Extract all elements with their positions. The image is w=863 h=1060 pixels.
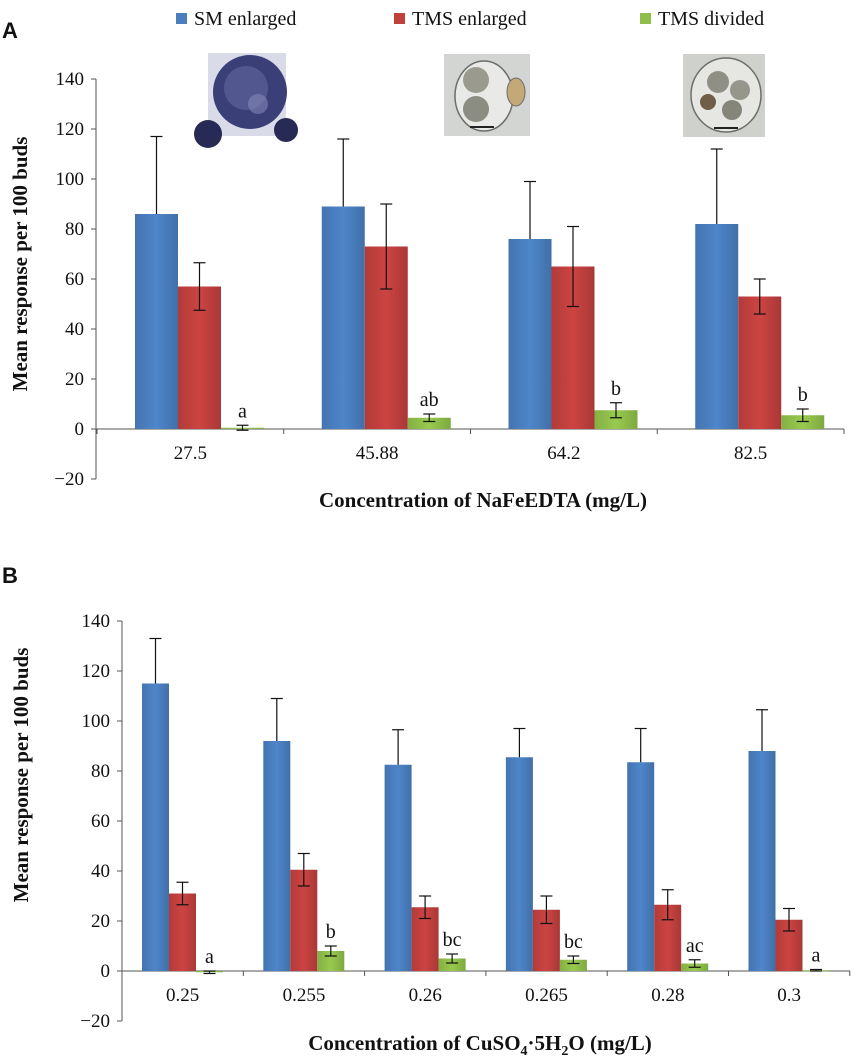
panel-b-significance-label: bc bbox=[443, 929, 462, 951]
legend-swatch-sm-enlarged bbox=[176, 13, 187, 24]
panel-b-y-tick-label: 140 bbox=[82, 611, 111, 632]
panel-b-x-axis-title: Concentration of CuSO4·5H2O (mg/L) bbox=[308, 1031, 652, 1059]
panel-b-letter: B bbox=[2, 563, 18, 588]
panel-a-y-tick-label: 40 bbox=[65, 319, 84, 340]
panel-a-y-tick-label: −20 bbox=[54, 469, 84, 490]
panel-a-bar bbox=[781, 415, 825, 429]
panel-b-x-tick-label: 0.26 bbox=[409, 985, 442, 1006]
legend-swatch-tms-enlarged bbox=[394, 13, 405, 24]
panel-a-y-tick-label: 20 bbox=[65, 369, 84, 390]
panel-a-letter: A bbox=[2, 18, 18, 43]
panel-a-y-tick-label: 100 bbox=[56, 169, 85, 190]
panel-b-bar bbox=[627, 762, 655, 971]
panel-a-bar bbox=[508, 239, 552, 429]
panel-a-y-axis-title: Mean response per 100 buds bbox=[8, 137, 32, 392]
panel-a-significance-label: b bbox=[611, 378, 621, 400]
panel-b-bar bbox=[290, 869, 318, 971]
panel-a-chart: −20 0 20 40 60 80 100 120 140 27.5 a 45.88 ab 64.2 b 82… bbox=[54, 69, 845, 490]
legend-label-sm-enlarged: SM enlarged bbox=[194, 8, 296, 30]
panel-a-y-tick-label: 140 bbox=[56, 69, 85, 90]
panel-a-y-tick-label: 60 bbox=[65, 269, 84, 290]
panel-b-bar bbox=[559, 959, 587, 971]
panel-a-bar bbox=[594, 410, 638, 429]
panel-b-significance-label: a bbox=[205, 946, 214, 968]
panel-b-x-tick-label: 0.255 bbox=[283, 985, 326, 1006]
panel-a-significance-label: a bbox=[238, 400, 247, 422]
panel-b-bar bbox=[384, 764, 412, 971]
panel-b-y-tick-label: 0 bbox=[101, 961, 111, 982]
legend-label-tms-enlarged: TMS enlarged bbox=[412, 8, 527, 30]
panel-a-bar bbox=[321, 206, 365, 429]
legend: SM enlarged TMS enlarged TMS divided bbox=[176, 8, 764, 30]
panel-a-significance-label: b bbox=[798, 384, 808, 406]
panel-b-bar bbox=[142, 683, 169, 971]
panel-b-bar bbox=[317, 951, 345, 971]
legend-label-tms-divided: TMS divided bbox=[658, 8, 764, 30]
panel-a-bar bbox=[135, 214, 178, 429]
panel-a-bar bbox=[695, 224, 739, 429]
panel-b-significance-label: ac bbox=[686, 935, 704, 957]
panel-b-significance-label: a bbox=[812, 945, 821, 967]
panel-a-x-tick-label: 64.2 bbox=[547, 443, 580, 464]
panel-b-bar bbox=[748, 751, 776, 971]
inset-image-tms-enlarged bbox=[444, 54, 530, 136]
panel-b-y-tick-label: 100 bbox=[82, 711, 111, 732]
panel-b-y-tick-label: −20 bbox=[80, 1011, 110, 1032]
panel-b-chart: −20 0 20 40 60 80 100 120 140 0.25 a 0.255 b 0.26 bc 0.… bbox=[80, 611, 851, 1032]
panel-b-y-tick-label: 120 bbox=[82, 661, 111, 682]
inset-image-tms-divided bbox=[683, 54, 765, 137]
panel-a-x-axis-title: Concentration of NaFeEDTA (mg/L) bbox=[319, 488, 647, 512]
panel-a-y-tick-label: 0 bbox=[75, 419, 85, 440]
legend-swatch-tms-divided bbox=[640, 13, 651, 24]
panel-a-x-tick-label: 27.5 bbox=[174, 443, 207, 464]
panel-a-y-tick-label: 120 bbox=[56, 119, 85, 140]
inset-image-sm-enlarged bbox=[194, 53, 298, 148]
panel-b-y-tick-label: 80 bbox=[91, 761, 110, 782]
panel-a-x-tick-label: 45.88 bbox=[356, 443, 399, 464]
panel-b-bar bbox=[169, 893, 196, 971]
panel-a-bar bbox=[738, 296, 782, 429]
panel-b-bar bbox=[505, 757, 533, 971]
panel-a-bar bbox=[407, 417, 451, 429]
panel-a-y-tick-label: 80 bbox=[65, 219, 84, 240]
panel-b-x-tick-label: 0.25 bbox=[166, 985, 199, 1006]
panel-b-x-tick-label: 0.28 bbox=[651, 985, 684, 1006]
panel-b-significance-label: bc bbox=[564, 931, 583, 953]
panel-b-y-tick-label: 60 bbox=[91, 811, 110, 832]
panel-a-x-tick-label: 82.5 bbox=[734, 443, 767, 464]
panel-b-y-tick-label: 40 bbox=[91, 861, 110, 882]
panel-b-x-tick-label: 0.265 bbox=[525, 985, 568, 1006]
panel-b-x-tick-label: 0.3 bbox=[777, 985, 801, 1006]
panel-b-bar bbox=[263, 741, 291, 971]
panel-b-significance-label: b bbox=[326, 921, 336, 943]
panel-b-y-axis-title: Mean response per 100 buds bbox=[9, 648, 33, 903]
panel-b-y-tick-label: 20 bbox=[91, 911, 110, 932]
panel-b-bar bbox=[438, 958, 466, 971]
panel-a-significance-label: ab bbox=[420, 389, 439, 411]
